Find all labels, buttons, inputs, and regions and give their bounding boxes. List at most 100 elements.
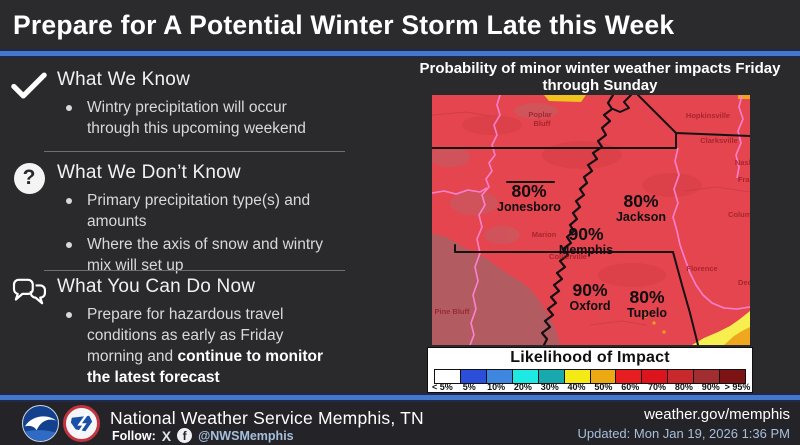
updated-timestamp: Updated: Mon Jan 19, 2026 1:36 PM	[577, 426, 790, 441]
bullet-dot	[64, 304, 87, 388]
mississippi-river	[540, 95, 632, 345]
legend-color-cell	[486, 370, 513, 383]
noaa-logo	[22, 405, 59, 442]
website-url: weather.gov/memphis	[644, 406, 790, 423]
bullet-text: Where the axis of snow and wintry mix wi…	[87, 236, 324, 274]
legend-tick-label: < 5%	[432, 382, 453, 392]
bullet-list: Wintry precipitation will occur through …	[64, 97, 420, 139]
check-icon	[9, 68, 49, 102]
impact-city: Jonesboro	[497, 200, 561, 214]
bullet-item: Wintry precipitation will occur through …	[64, 97, 420, 139]
legend-color-cell	[538, 370, 565, 383]
x-twitter-icon: X	[161, 427, 172, 444]
bullet-dot	[64, 97, 87, 139]
section-title: What We Know	[57, 69, 190, 90]
header-banner: Prepare for A Potential Winter Storm Lat…	[0, 0, 800, 50]
city-label: Florence	[686, 264, 717, 273]
social-handle: @NWSMemphis	[198, 428, 294, 443]
city-label: Nash	[735, 158, 750, 167]
legend-color-cell	[590, 370, 617, 383]
city-label: Pine Bluff	[435, 307, 471, 316]
impact-probability: 90%	[568, 224, 603, 244]
legend-color-cell	[460, 370, 487, 383]
organization-name: National Weather Service Memphis, TN	[110, 408, 424, 428]
legend-color-cell	[694, 370, 721, 383]
page-title: Prepare for A Potential Winter Storm Lat…	[13, 9, 675, 40]
legend-tick-label: 40%	[567, 382, 586, 392]
legend-title: Likelihood of Impact	[510, 349, 670, 366]
bullet-text: Primary precipitation type(s) and amount…	[87, 192, 311, 230]
map-title: Probability of minor winter weather impa…	[419, 60, 781, 94]
bullet-dot	[64, 190, 87, 232]
question-icon: ?	[9, 161, 49, 195]
state-borders-black	[432, 95, 750, 345]
legend-tick-label: > 95%	[724, 382, 751, 392]
section-what-we-know: What We Know Wintry precipitation will o…	[0, 68, 420, 141]
legend-color-cell	[512, 370, 539, 383]
impact-probability: 80%	[511, 181, 546, 201]
bullet-text: Wintry precipitation will occur through …	[87, 99, 306, 137]
bullet-list: Primary precipitation type(s) and amount…	[64, 190, 420, 276]
follow-row: Follow: X f @NWSMemphis	[112, 428, 294, 443]
legend-tick-label: 90%	[701, 382, 720, 392]
legend-tick-label: 80%	[674, 382, 693, 392]
city-label: Deca	[738, 278, 750, 287]
legend-color-cell	[720, 370, 746, 383]
bullet-list: Prepare for hazardous travel conditions …	[64, 304, 420, 388]
impact-probability-labels: 80%Jonesboro 80%Jackson90%Memphis90%Oxfor…	[497, 181, 667, 320]
impact-city: Oxford	[570, 299, 611, 313]
terrain-shading	[432, 103, 558, 244]
legend-color-cell	[668, 370, 695, 383]
legend-color-cell	[435, 370, 461, 383]
impact-city: Jackson	[616, 210, 666, 224]
impact-city: Memphis	[559, 243, 613, 257]
impact-probability: 90%	[572, 280, 607, 300]
section-divider	[44, 151, 345, 152]
state-borders-pink	[432, 95, 750, 345]
city-label: Poplar	[528, 110, 551, 119]
county-lines	[432, 111, 750, 326]
facebook-icon: f	[177, 428, 193, 443]
legend-tick-label: 70%	[648, 382, 667, 392]
nws-logo	[63, 405, 100, 442]
chat-icon	[9, 275, 49, 309]
bullet-text: Prepare for hazardous travel conditions …	[87, 306, 323, 386]
legend-color-cell	[564, 370, 591, 383]
city-label: Clarksville	[700, 136, 738, 145]
map-legend: Likelihood of Impact < 5% 5% 10% 20% 30% 40% 5…	[427, 347, 753, 393]
top-accent-bar	[0, 49, 800, 58]
section-what-we-dont-know: ? What We Don’t Know Primary precipitati…	[0, 161, 420, 278]
impact-probability: 80%	[629, 287, 664, 307]
city-label: Hopkinsville	[686, 111, 730, 120]
legend-tick-label: 30%	[540, 382, 559, 392]
bullet-item: Where the axis of snow and wintry mix wi…	[64, 234, 420, 276]
bottom-accent-bar	[0, 393, 800, 402]
legend-scale	[434, 369, 746, 384]
high-probability-region	[432, 233, 559, 345]
city-label: Columb	[728, 210, 750, 219]
city-label: Marion	[532, 230, 557, 239]
section-what-you-can-do: What You Can Do Now Prepare for hazardou…	[0, 275, 420, 390]
legend-tick-label: 50%	[594, 382, 613, 392]
section-title: What We Don’t Know	[57, 162, 241, 183]
section-divider	[44, 270, 345, 271]
bullet-dot	[64, 234, 87, 276]
footer-bar: National Weather Service Memphis, TN Fol…	[0, 402, 800, 445]
impact-city: Tupelo	[627, 306, 667, 320]
impact-probability: 80%	[623, 191, 658, 211]
bullet-item: Primary precipitation type(s) and amount…	[64, 190, 420, 232]
city-label: Fran	[738, 175, 750, 184]
legend-color-cell	[642, 370, 669, 383]
city-label: Bluff	[533, 119, 551, 128]
legend-tick-label: 5%	[462, 382, 476, 392]
section-title: What You Can Do Now	[57, 276, 256, 297]
bullet-item: Prepare for hazardous travel conditions …	[64, 304, 420, 388]
low-probability-fringe	[544, 95, 750, 345]
follow-label: Follow:	[112, 428, 156, 443]
legend-tick-label: 60%	[621, 382, 640, 392]
legend-tick-label: 20%	[513, 382, 532, 392]
